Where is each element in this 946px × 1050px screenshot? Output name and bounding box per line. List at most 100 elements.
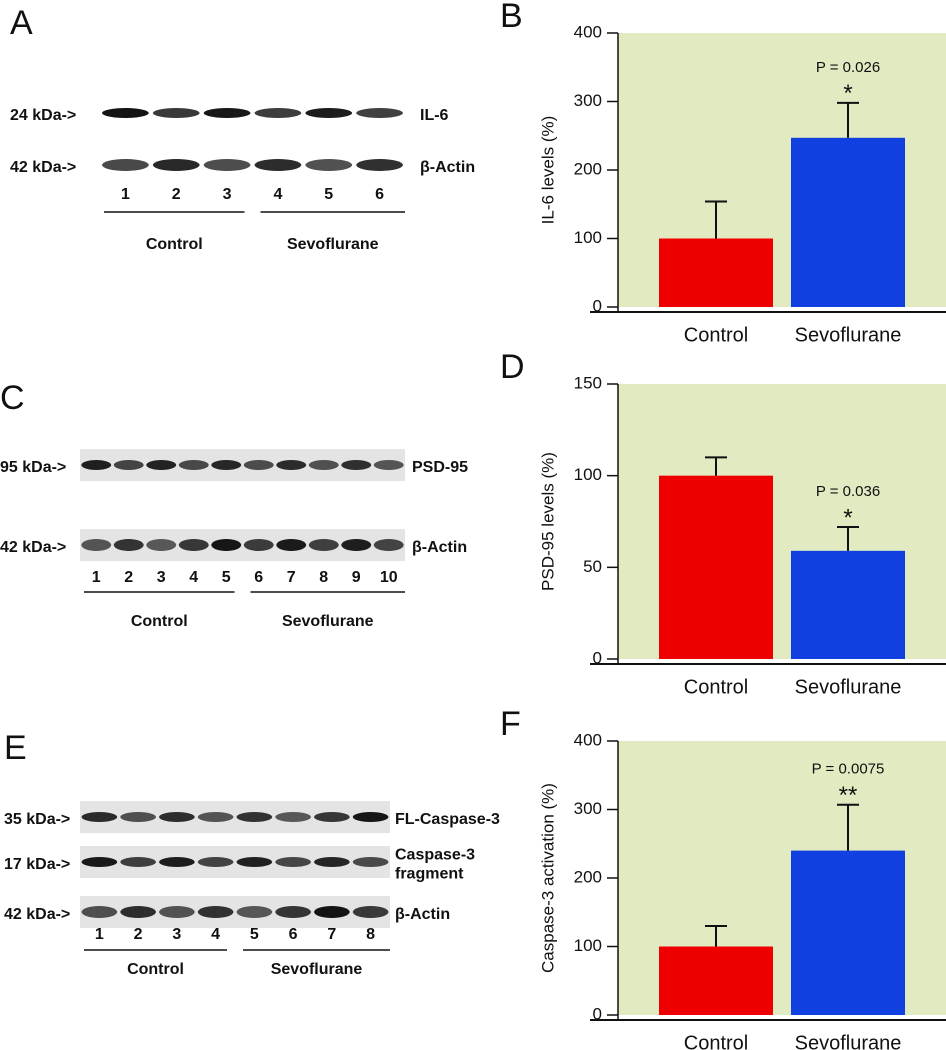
blot-band (236, 812, 273, 822)
blot-band (352, 906, 389, 918)
blot-band (352, 857, 389, 867)
group-label: Control (146, 236, 203, 253)
y-axis-label: PSD-95 levels (%) (538, 452, 557, 591)
blot-band (314, 857, 350, 867)
lane-number: 7 (327, 926, 336, 943)
significance: * (843, 80, 852, 107)
blot-band (81, 857, 118, 867)
bar (659, 946, 773, 1015)
p-value: P = 0.036 (816, 483, 880, 500)
y-tick-label: 300 (574, 91, 602, 110)
marker-label: 35 kDa-> (4, 811, 70, 828)
marker-label: 24 kDa-> (10, 107, 76, 124)
p-value: P = 0.026 (816, 59, 880, 76)
x-tick-label: Sevoflurane (795, 324, 902, 346)
y-tick-label: 200 (574, 159, 602, 178)
bar (791, 850, 905, 1015)
protein-label: Caspase-3 (395, 847, 475, 864)
protein-label: FL-Caspase-3 (395, 811, 500, 828)
marker-label: 95 kDa-> (0, 459, 66, 476)
blot-band (254, 108, 302, 118)
blot-band (254, 159, 302, 171)
blot-band (373, 539, 404, 551)
y-tick-label: 0 (593, 296, 602, 315)
lane-number: 1 (92, 569, 101, 586)
lane-number: 1 (121, 186, 130, 203)
blot-band (120, 906, 156, 918)
protein-label: β-Actin (412, 539, 467, 556)
blot-band (178, 539, 209, 551)
protein-label: PSD-95 (412, 459, 468, 476)
panel-letter: F (500, 705, 521, 743)
lane-number: 4 (273, 186, 282, 203)
panel-letter: C (0, 379, 25, 417)
blot-band (197, 906, 234, 918)
y-tick-label: 200 (574, 867, 602, 886)
blot-band (243, 460, 274, 470)
blot-band (113, 539, 144, 551)
marker-label: 42 kDa-> (0, 539, 66, 556)
blot-band (102, 108, 149, 118)
x-tick-label: Sevoflurane (795, 1032, 902, 1050)
blot-band (197, 812, 234, 822)
blot-band (159, 812, 195, 822)
blot-band (308, 460, 339, 470)
blot-band (276, 539, 307, 551)
protein-label: IL-6 (420, 107, 449, 124)
blot-band (203, 159, 251, 171)
bar (659, 238, 773, 307)
blot-band (152, 159, 200, 171)
group-label: Sevoflurane (282, 613, 374, 630)
bar (791, 137, 905, 307)
protein-label: β-Actin (420, 159, 475, 176)
blot-band (276, 460, 307, 470)
panel-letter: D (500, 348, 525, 386)
lane-number: 2 (124, 569, 133, 586)
blot-band (81, 812, 118, 822)
blot-band (275, 857, 311, 867)
blot-band (236, 857, 273, 867)
x-tick-label: Sevoflurane (795, 676, 902, 698)
y-tick-label: 100 (574, 228, 602, 247)
y-tick-label: 300 (574, 799, 602, 818)
y-axis-label: IL-6 levels (%) (538, 116, 557, 225)
marker-label: 17 kDa-> (4, 856, 70, 873)
protein-label: fragment (395, 866, 464, 883)
protein-label: β-Actin (395, 906, 450, 923)
blot-band (102, 159, 149, 171)
panel-letter: B (500, 0, 523, 35)
group-label: Sevoflurane (271, 961, 363, 978)
blot-band (314, 906, 350, 918)
blot-band (81, 906, 118, 918)
x-tick-label: Control (684, 1032, 748, 1050)
group-label: Control (131, 613, 188, 630)
group-label: Control (127, 961, 184, 978)
blot-band (305, 108, 353, 118)
blot-band (178, 460, 209, 470)
lane-number: 3 (223, 186, 232, 203)
bar (791, 550, 905, 659)
y-tick-label: 50 (583, 557, 602, 576)
marker-label: 42 kDa-> (4, 906, 70, 923)
blot-band (236, 906, 273, 918)
blot-band (120, 812, 156, 822)
lane-number: 1 (95, 926, 104, 943)
y-tick-label: 400 (574, 22, 602, 41)
lane-number: 6 (254, 569, 263, 586)
y-tick-label: 150 (574, 373, 602, 392)
blot-band (159, 906, 195, 918)
significance: ** (839, 782, 858, 809)
blot-band (203, 108, 251, 118)
lane-number: 2 (134, 926, 143, 943)
blot-band (81, 539, 112, 551)
blot-band (305, 159, 353, 171)
x-tick-label: Control (684, 324, 748, 346)
lane-number: 8 (319, 569, 328, 586)
blot-band (113, 460, 144, 470)
blot-band (146, 460, 177, 470)
y-tick-label: 400 (574, 730, 602, 749)
blot-band (211, 460, 242, 470)
y-tick-label: 100 (574, 465, 602, 484)
